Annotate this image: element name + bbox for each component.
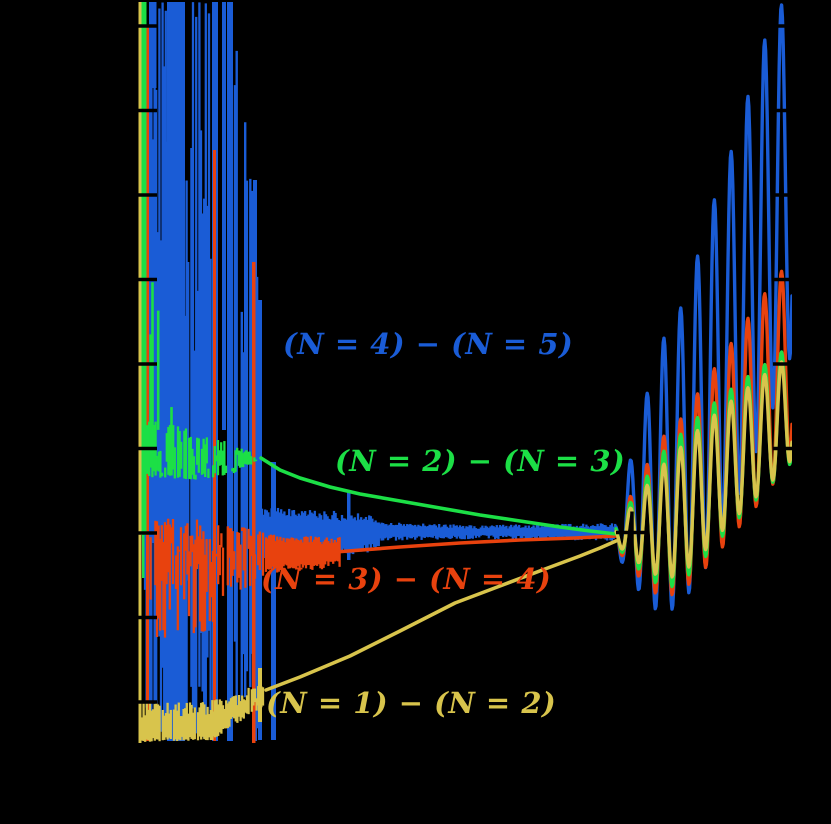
series-blue bbox=[143, 2, 792, 741]
plus-marker bbox=[616, 511, 648, 554]
series-label-red: (N = 3) − (N = 4) bbox=[261, 562, 552, 596]
series-label-yellow: (N = 1) − (N = 2) bbox=[266, 686, 557, 720]
series-red bbox=[146, 26, 792, 743]
series-yellow bbox=[138, 2, 792, 743]
series-label-blue: (N = 4) − (N = 5) bbox=[283, 327, 574, 361]
series-label-green: (N = 2) − (N = 3) bbox=[335, 444, 626, 478]
y-axis-ticks bbox=[138, 24, 792, 704]
